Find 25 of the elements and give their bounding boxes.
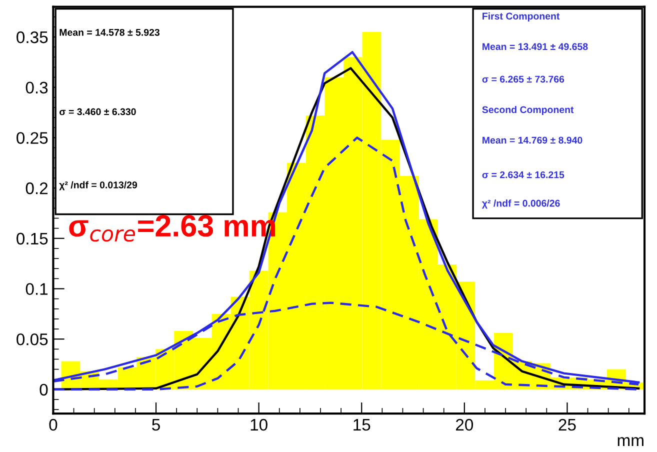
x-tick-label: 25 [558, 418, 576, 431]
annotation: First Component [482, 12, 560, 22]
annotation: σ = 3.460 ± 6.330 [60, 108, 136, 116]
y-tick-label: 0.1 [26, 283, 48, 295]
annotation: σ = 6.265 ± 73.766 [482, 76, 564, 83]
x-tick-label: 5 [152, 419, 160, 431]
annotation: Second Component [482, 106, 574, 116]
y-tick-label: 0.15 [16, 232, 48, 245]
annotation: χ² /ndf = 0.013/29 [59, 181, 138, 190]
x-tick-label: 10 [250, 418, 268, 431]
annotation: χ² /ndf = 0.006/26 [482, 200, 560, 209]
annotation: Mean = 14.769 ± 8.940 [482, 136, 582, 144]
y-tick-label: 0.05 [16, 333, 48, 346]
x-tick-label: 15 [354, 419, 370, 431]
y-tick-label: 0.35 [16, 31, 48, 44]
annotation: σ = 2.634 ± 16.215 [482, 171, 564, 178]
x-axis-title: mm [618, 437, 644, 446]
y-tick-label: 0.2 [26, 182, 48, 194]
y-tick-label: 0 [40, 384, 48, 396]
y-tick-label: 0.3 [26, 82, 48, 94]
x-tick-label: 20 [456, 418, 474, 431]
annotation: Mean = 14.578 ± 5.923 [60, 28, 160, 36]
annotation: Mean = 13.491 ± 49.658 [482, 43, 588, 50]
y-tick-label: 0.25 [16, 132, 48, 144]
x-tick-label: 0 [49, 418, 58, 431]
